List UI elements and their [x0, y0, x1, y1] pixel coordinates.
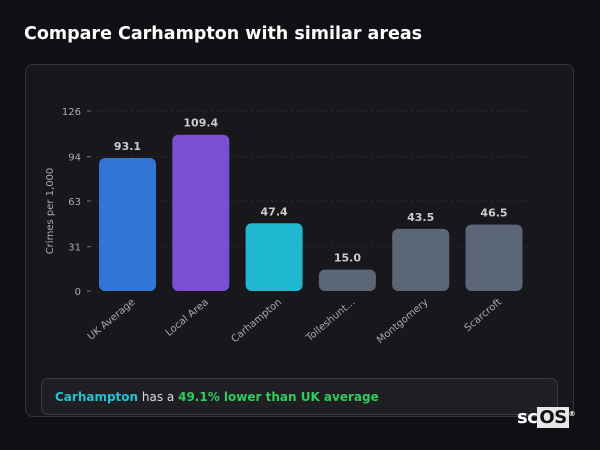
x-tick-label: Tolleshunt...	[304, 297, 358, 345]
y-tick-label: 63	[68, 197, 81, 208]
bar-value-label: 109.4	[183, 117, 218, 130]
bar	[465, 224, 523, 291]
bar-value-label: 43.5	[407, 211, 434, 224]
bar	[245, 223, 303, 291]
bar-value-label: 47.4	[261, 205, 288, 218]
summary-text: has a	[138, 390, 179, 404]
y-tick-label: 126	[62, 107, 81, 118]
x-tick-label: Local Area	[164, 297, 211, 339]
bar-value-label: 93.1	[114, 140, 141, 153]
summary-area: Carhampton	[55, 390, 139, 404]
y-axis-label: Crimes per 1,000	[45, 168, 56, 255]
x-tick-label: UK Average	[86, 297, 138, 343]
bar	[172, 134, 230, 291]
page-title: Compare Carhampton with similar areas	[24, 24, 423, 44]
summary-box: Carhampton has a 49.1% lower than UK ave…	[41, 378, 558, 415]
x-tick-label: Carhampton	[229, 297, 284, 345]
y-tick-label: 94	[68, 153, 81, 164]
logo: sc OS ®	[517, 407, 576, 428]
bar	[392, 228, 450, 291]
bar-value-label: 15.0	[334, 252, 361, 265]
x-tick-label: Scarcroft	[463, 297, 504, 334]
bar	[318, 269, 376, 291]
bar	[99, 158, 156, 291]
summary-stat: 49.1% lower than UK average	[178, 390, 379, 404]
y-tick-label: 31	[68, 243, 81, 254]
y-tick-label: 0	[75, 287, 81, 298]
x-tick-label: Montgomery	[375, 297, 431, 346]
bar-value-label: 46.5	[480, 207, 507, 220]
